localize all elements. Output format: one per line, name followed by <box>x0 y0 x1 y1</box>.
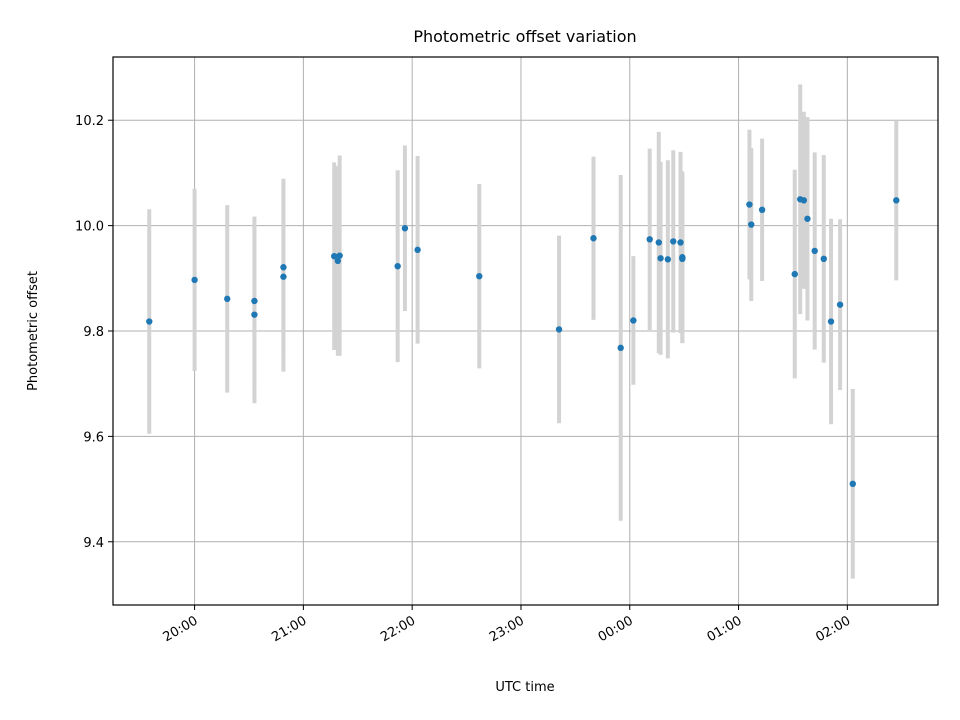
x-tick-label: 23:00 <box>487 613 527 645</box>
data-point <box>670 238 677 245</box>
data-point <box>758 206 766 214</box>
x-tick-label: 00:00 <box>596 613 636 645</box>
x-axis-ticks: 20:00 21:00 22:00 23:00 00:00 01:00 02:00 <box>161 605 853 645</box>
data-point <box>820 255 827 263</box>
data-point <box>893 197 900 204</box>
data-point <box>849 480 856 488</box>
data-points <box>146 196 900 488</box>
data-point <box>280 273 287 280</box>
data-point <box>804 215 811 222</box>
data-point <box>800 197 808 204</box>
chart-title: Photometric offset variation <box>413 27 636 46</box>
data-point <box>555 326 563 333</box>
data-point <box>334 257 342 265</box>
data-point <box>657 255 664 262</box>
data-point <box>630 317 637 324</box>
data-point <box>748 221 755 228</box>
data-point <box>836 301 844 308</box>
data-point <box>280 264 287 271</box>
data-point <box>590 235 597 242</box>
x-tick-label: 01:00 <box>705 613 745 645</box>
x-tick-label: 20:00 <box>161 613 201 645</box>
data-point <box>791 270 798 278</box>
x-axis-label: UTC time <box>495 680 554 695</box>
data-point <box>617 344 624 352</box>
data-point <box>224 295 231 303</box>
data-point <box>251 297 258 305</box>
data-point <box>414 246 421 254</box>
data-point <box>331 252 338 260</box>
grid <box>113 57 938 605</box>
data-point <box>251 311 258 318</box>
data-point <box>191 276 198 284</box>
y-tick-label: 9.6 <box>83 430 104 445</box>
data-point <box>394 262 401 270</box>
data-point <box>655 239 662 246</box>
x-tick-label: 22:00 <box>378 613 418 645</box>
data-point <box>677 239 684 246</box>
x-tick-label: 21:00 <box>269 613 309 645</box>
data-point <box>146 318 153 325</box>
data-point <box>401 225 409 232</box>
data-point <box>811 247 818 255</box>
y-tick-label: 9.8 <box>83 325 104 340</box>
y-axis-ticks: 9.4 9.6 9.8 10.0 10.2 <box>75 114 113 551</box>
y-tick-label: 10.0 <box>75 220 104 235</box>
data-point <box>827 318 835 325</box>
data-point <box>679 255 686 263</box>
data-point <box>476 273 483 280</box>
y-tick-label: 10.2 <box>75 114 104 129</box>
x-tick-label: 02:00 <box>813 613 853 645</box>
y-axis-label: Photometric offset <box>26 271 41 391</box>
data-point <box>746 201 753 208</box>
error-bars <box>147 84 899 579</box>
data-point <box>646 236 653 243</box>
data-point <box>664 256 672 263</box>
data-point <box>336 252 343 259</box>
y-tick-label: 9.4 <box>83 536 104 551</box>
